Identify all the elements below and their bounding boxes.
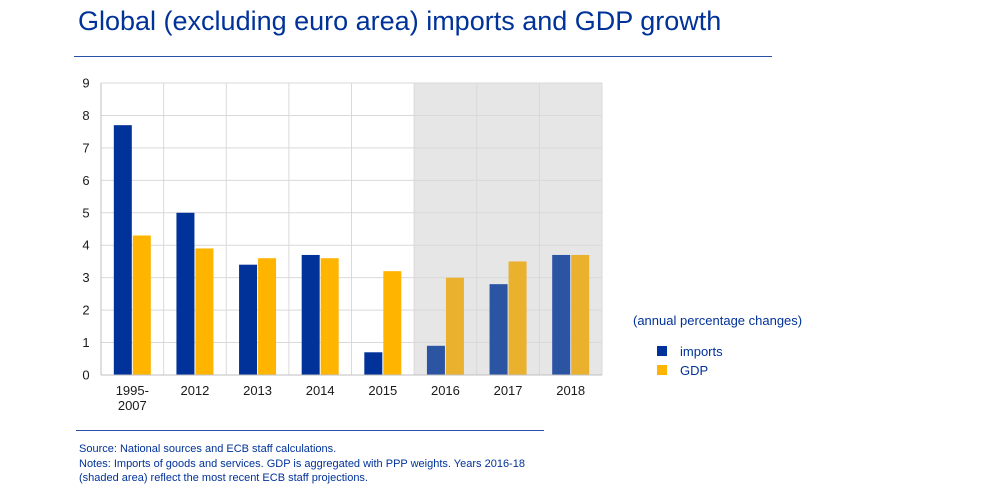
- y-tick-label: 1: [82, 335, 89, 350]
- bar-imports-1995-2007: [113, 125, 132, 375]
- x-tick-label: 2013: [243, 383, 272, 398]
- legend-label-gdp: GDP: [680, 362, 709, 378]
- title-divider: [74, 56, 772, 57]
- bar-gdp-2016: [445, 277, 464, 375]
- projection-shaded-area: [414, 83, 602, 375]
- x-tick-label: 1995-2007: [116, 383, 149, 413]
- legend-item-imports: imports: [657, 343, 723, 359]
- y-tick-label: 6: [82, 173, 89, 188]
- y-tick-label: 5: [82, 205, 89, 220]
- bar-imports-2014: [301, 254, 320, 375]
- bar-gdp-2017: [508, 261, 527, 375]
- bar-gdp-2018: [571, 254, 590, 375]
- source-note: Source: National sources and ECB staff c…: [79, 443, 337, 455]
- y-tick-label: 8: [82, 108, 89, 123]
- bar-imports-2018: [552, 254, 571, 375]
- bar-gdp-2014: [320, 258, 339, 375]
- legend-item-gdp: GDP: [657, 362, 709, 378]
- bar-gdp-2013: [258, 258, 277, 375]
- bar-imports-2015: [364, 352, 383, 375]
- bar-gdp-2012: [195, 248, 214, 375]
- x-tick-label: 2016: [431, 383, 460, 398]
- bar-imports-2017: [489, 284, 508, 375]
- legend-swatch-imports: [657, 346, 667, 356]
- bar-imports-2012: [176, 212, 195, 375]
- legend-label-imports: imports: [680, 343, 723, 359]
- y-tick-label: 0: [82, 368, 89, 383]
- legend-title: (annual percentage changes): [633, 313, 803, 328]
- notes-text: Notes: Imports of goods and services. GD…: [79, 457, 525, 485]
- x-tick-label: 2014: [306, 383, 335, 398]
- chart-title: Global (excluding euro area) imports and…: [78, 6, 722, 36]
- footer-divider: [76, 430, 544, 431]
- y-tick-label: 7: [82, 140, 89, 155]
- x-tick-label: 2018: [556, 383, 585, 398]
- bar-imports-2013: [239, 264, 258, 375]
- x-tick-label: 2015: [368, 383, 397, 398]
- bar-gdp-1995-2007: [132, 235, 151, 375]
- legend-swatch-gdp: [657, 365, 667, 375]
- bar-gdp-2015: [383, 271, 402, 375]
- x-tick-label: 2012: [180, 383, 209, 398]
- x-tick-label: 2017: [494, 383, 523, 398]
- y-tick-label: 9: [82, 76, 89, 91]
- y-tick-label: 3: [82, 270, 89, 285]
- y-tick-label: 2: [82, 303, 89, 318]
- bar-imports-2016: [426, 345, 445, 375]
- footer-notes: Source: National sources and ECB staff c…: [79, 442, 539, 486]
- y-tick-label: 4: [82, 238, 89, 253]
